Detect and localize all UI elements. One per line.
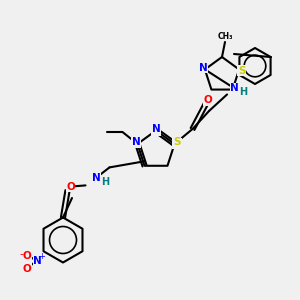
Text: N: N [199, 63, 208, 73]
Text: N: N [172, 139, 181, 149]
Text: S: S [173, 136, 181, 147]
Text: N: N [132, 137, 140, 148]
Text: +: + [39, 252, 45, 261]
Text: -: - [20, 249, 24, 259]
Text: N: N [230, 83, 239, 94]
Text: CH₃: CH₃ [218, 32, 233, 41]
Text: O: O [22, 263, 32, 274]
Text: N: N [152, 125, 160, 136]
Text: O: O [22, 251, 32, 261]
Text: N: N [33, 256, 42, 266]
Text: H: H [101, 177, 109, 187]
Text: N: N [92, 173, 100, 183]
Text: N: N [152, 124, 160, 134]
Text: O: O [203, 95, 212, 106]
Text: S: S [238, 66, 245, 76]
Text: O: O [66, 182, 75, 192]
Text: H: H [239, 87, 247, 97]
